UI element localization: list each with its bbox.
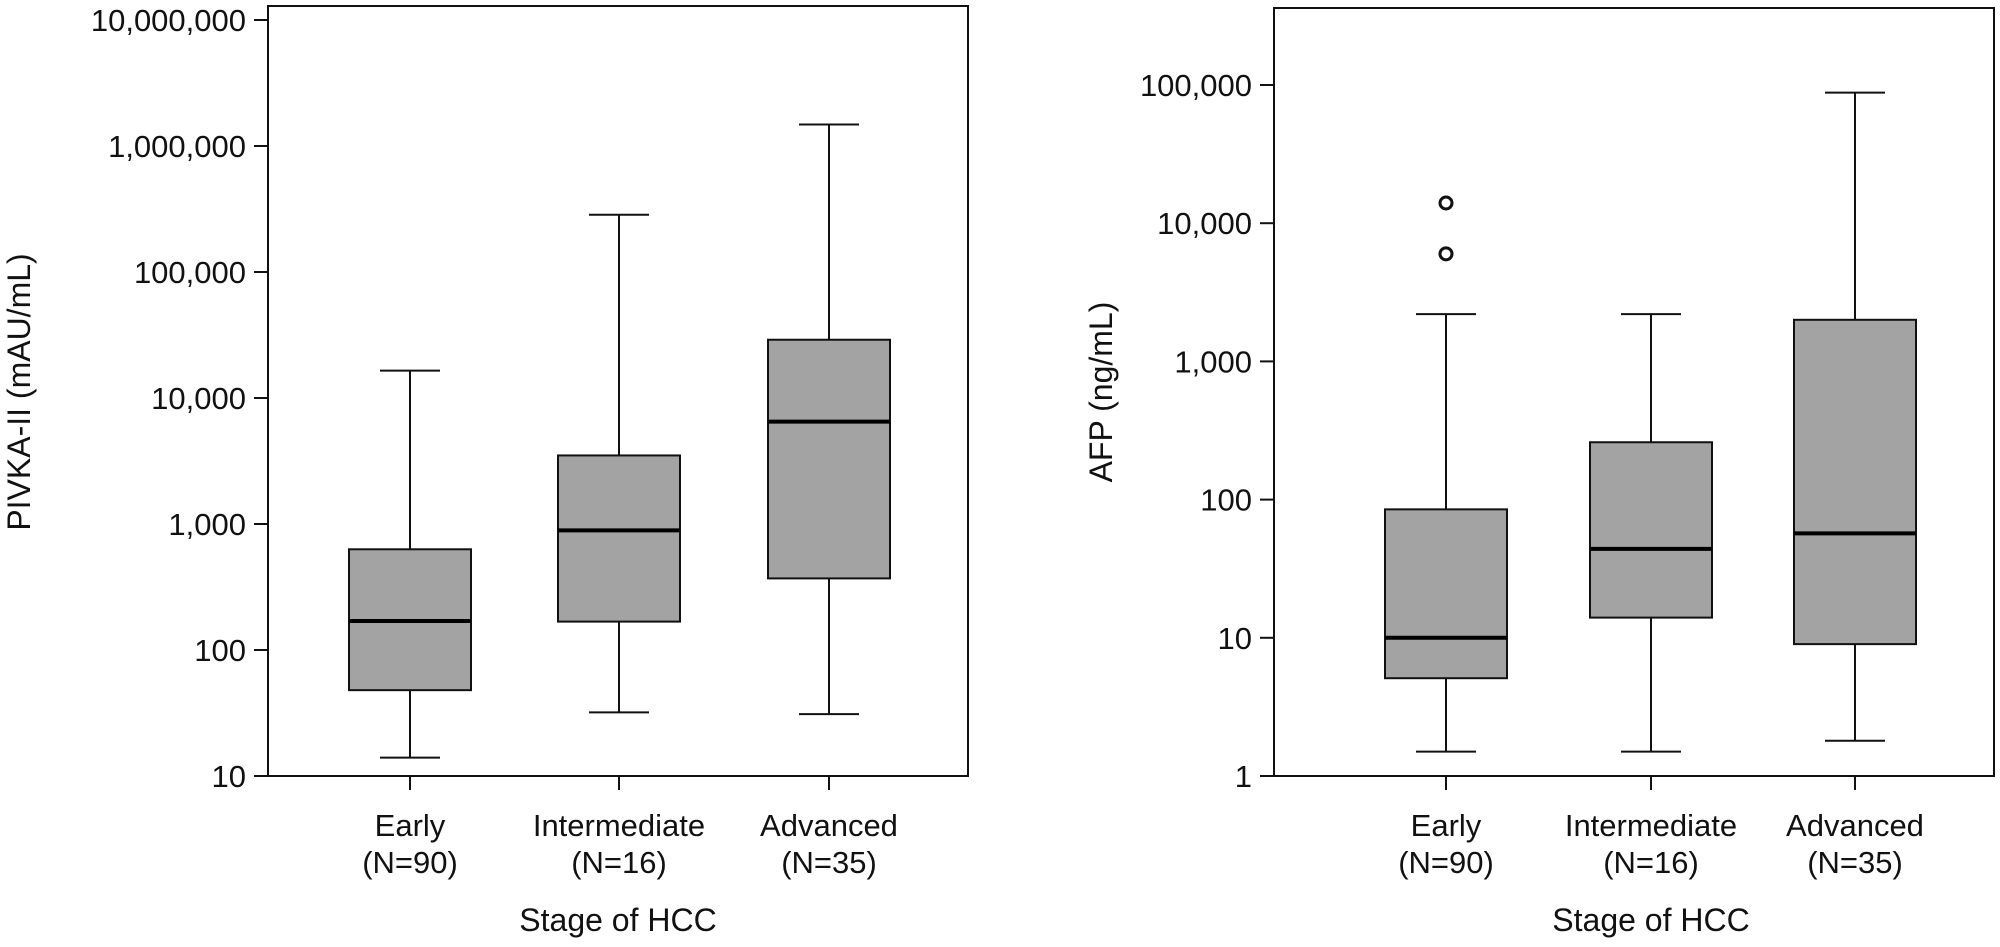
y-tick-label: 1,000	[168, 507, 246, 542]
y-tick-label: 10	[1218, 621, 1252, 656]
category-label: Advanced	[1786, 808, 1924, 843]
iqr-box	[1589, 441, 1713, 619]
y-axis-label: AFP (ng/mL)	[1083, 302, 1119, 483]
category-count-label: (N=90)	[362, 845, 458, 880]
x-axis-label: Stage of HCC	[1552, 902, 1749, 938]
y-tick-label: 100,000	[134, 255, 246, 290]
y-tick-label: 10,000,000	[91, 3, 246, 38]
pivka-ii-panel: 10 100 1,000 10,000 100,000 1,000,000 10,000,0…	[1, 3, 969, 938]
iqr-box	[1793, 318, 1917, 646]
category-label: Intermediate	[1565, 808, 1737, 843]
outlier-point	[1438, 195, 1454, 211]
iqr-box	[767, 338, 891, 580]
y-tick-label: 10,000	[151, 381, 246, 416]
category-count-label: (N=90)	[1398, 845, 1494, 880]
category-label: Intermediate	[533, 808, 705, 843]
category-label: Advanced	[760, 808, 898, 843]
x-axis-label: Stage of HCC	[519, 902, 716, 938]
category-count-label: (N=35)	[781, 845, 877, 880]
category-label: Early	[1411, 808, 1482, 843]
category-label: Early	[375, 808, 446, 843]
y-tick-label: 100	[1200, 483, 1252, 518]
category-count-label: (N=16)	[571, 845, 667, 880]
outlier-point	[1438, 246, 1454, 262]
iqr-box	[1384, 508, 1508, 680]
y-tick-label: 100	[194, 633, 246, 668]
iqr-box	[557, 454, 681, 623]
y-tick-label: 10,000	[1157, 206, 1252, 241]
y-tick-label: 1	[1235, 759, 1252, 794]
y-tick-label: 100,000	[1140, 68, 1252, 103]
category-count-label: (N=16)	[1603, 845, 1699, 880]
category-count-label: (N=35)	[1807, 845, 1903, 880]
plot-frame	[1273, 7, 1995, 777]
y-tick-label: 1,000	[1174, 344, 1252, 379]
afp-panel: 1 10 100 1,000 10,000 100,000 Early(N=90) Inter…	[1083, 7, 1995, 938]
y-tick-label: 1,000,000	[108, 129, 246, 164]
y-axis-label: PIVKA-II (mAU/mL)	[1, 253, 37, 530]
y-tick-label: 10	[212, 759, 246, 794]
